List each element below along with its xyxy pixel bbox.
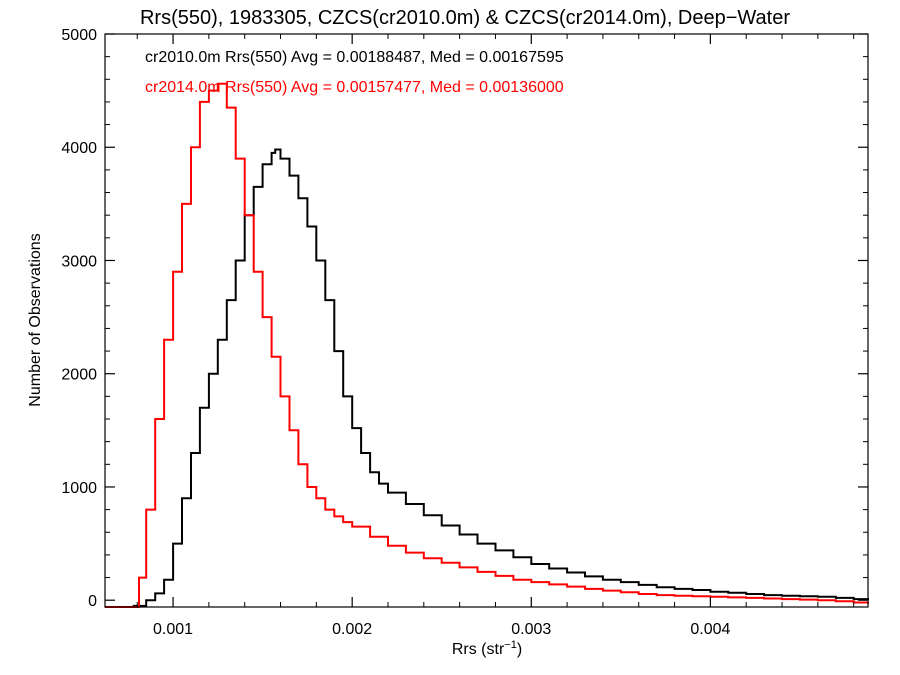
x-tick-label-2: 0.003 bbox=[511, 621, 551, 638]
y-tick-label-1: 1000 bbox=[61, 480, 97, 497]
x-axis-label-close: ) bbox=[517, 641, 522, 658]
stats-annotation-cr2010: cr2010.0m Rrs(550) Avg = 0.00188487, Med… bbox=[145, 49, 564, 66]
y-tick-label-2: 2000 bbox=[61, 367, 97, 384]
x-tick-label-1: 0.002 bbox=[332, 621, 372, 638]
series-layer bbox=[105, 82, 869, 608]
y-axis-label: Number of Observations bbox=[27, 233, 44, 406]
chart-title: Rrs(550), 1983305, CZCS(cr2010.0m) & CZC… bbox=[140, 7, 790, 29]
y-tick-label-4: 4000 bbox=[61, 140, 97, 157]
series-line-0 bbox=[105, 148, 869, 608]
y-tick-label-0: 0 bbox=[88, 593, 97, 610]
series-line-1 bbox=[105, 82, 869, 608]
y-tick-label-5: 5000 bbox=[61, 27, 97, 44]
ticks-layer: 0.001 0.002 0.003 0.004 0 1000 2000 3000 4000 500… bbox=[61, 27, 868, 638]
stats-annotation-cr2014: cr2014.0m Rrs(550) Avg = 0.00157477, Med… bbox=[145, 79, 564, 96]
x-axis-label-superscript: −1 bbox=[504, 639, 517, 651]
y-tick-label-3: 3000 bbox=[61, 253, 97, 270]
plot-frame bbox=[104, 33, 869, 608]
x-tick-label-0: 0.001 bbox=[153, 621, 193, 638]
x-axis-label: Rrs (str−1) bbox=[452, 639, 522, 658]
x-tick-label-3: 0.004 bbox=[690, 621, 730, 638]
x-axis-label-base: Rrs (str bbox=[452, 641, 505, 658]
